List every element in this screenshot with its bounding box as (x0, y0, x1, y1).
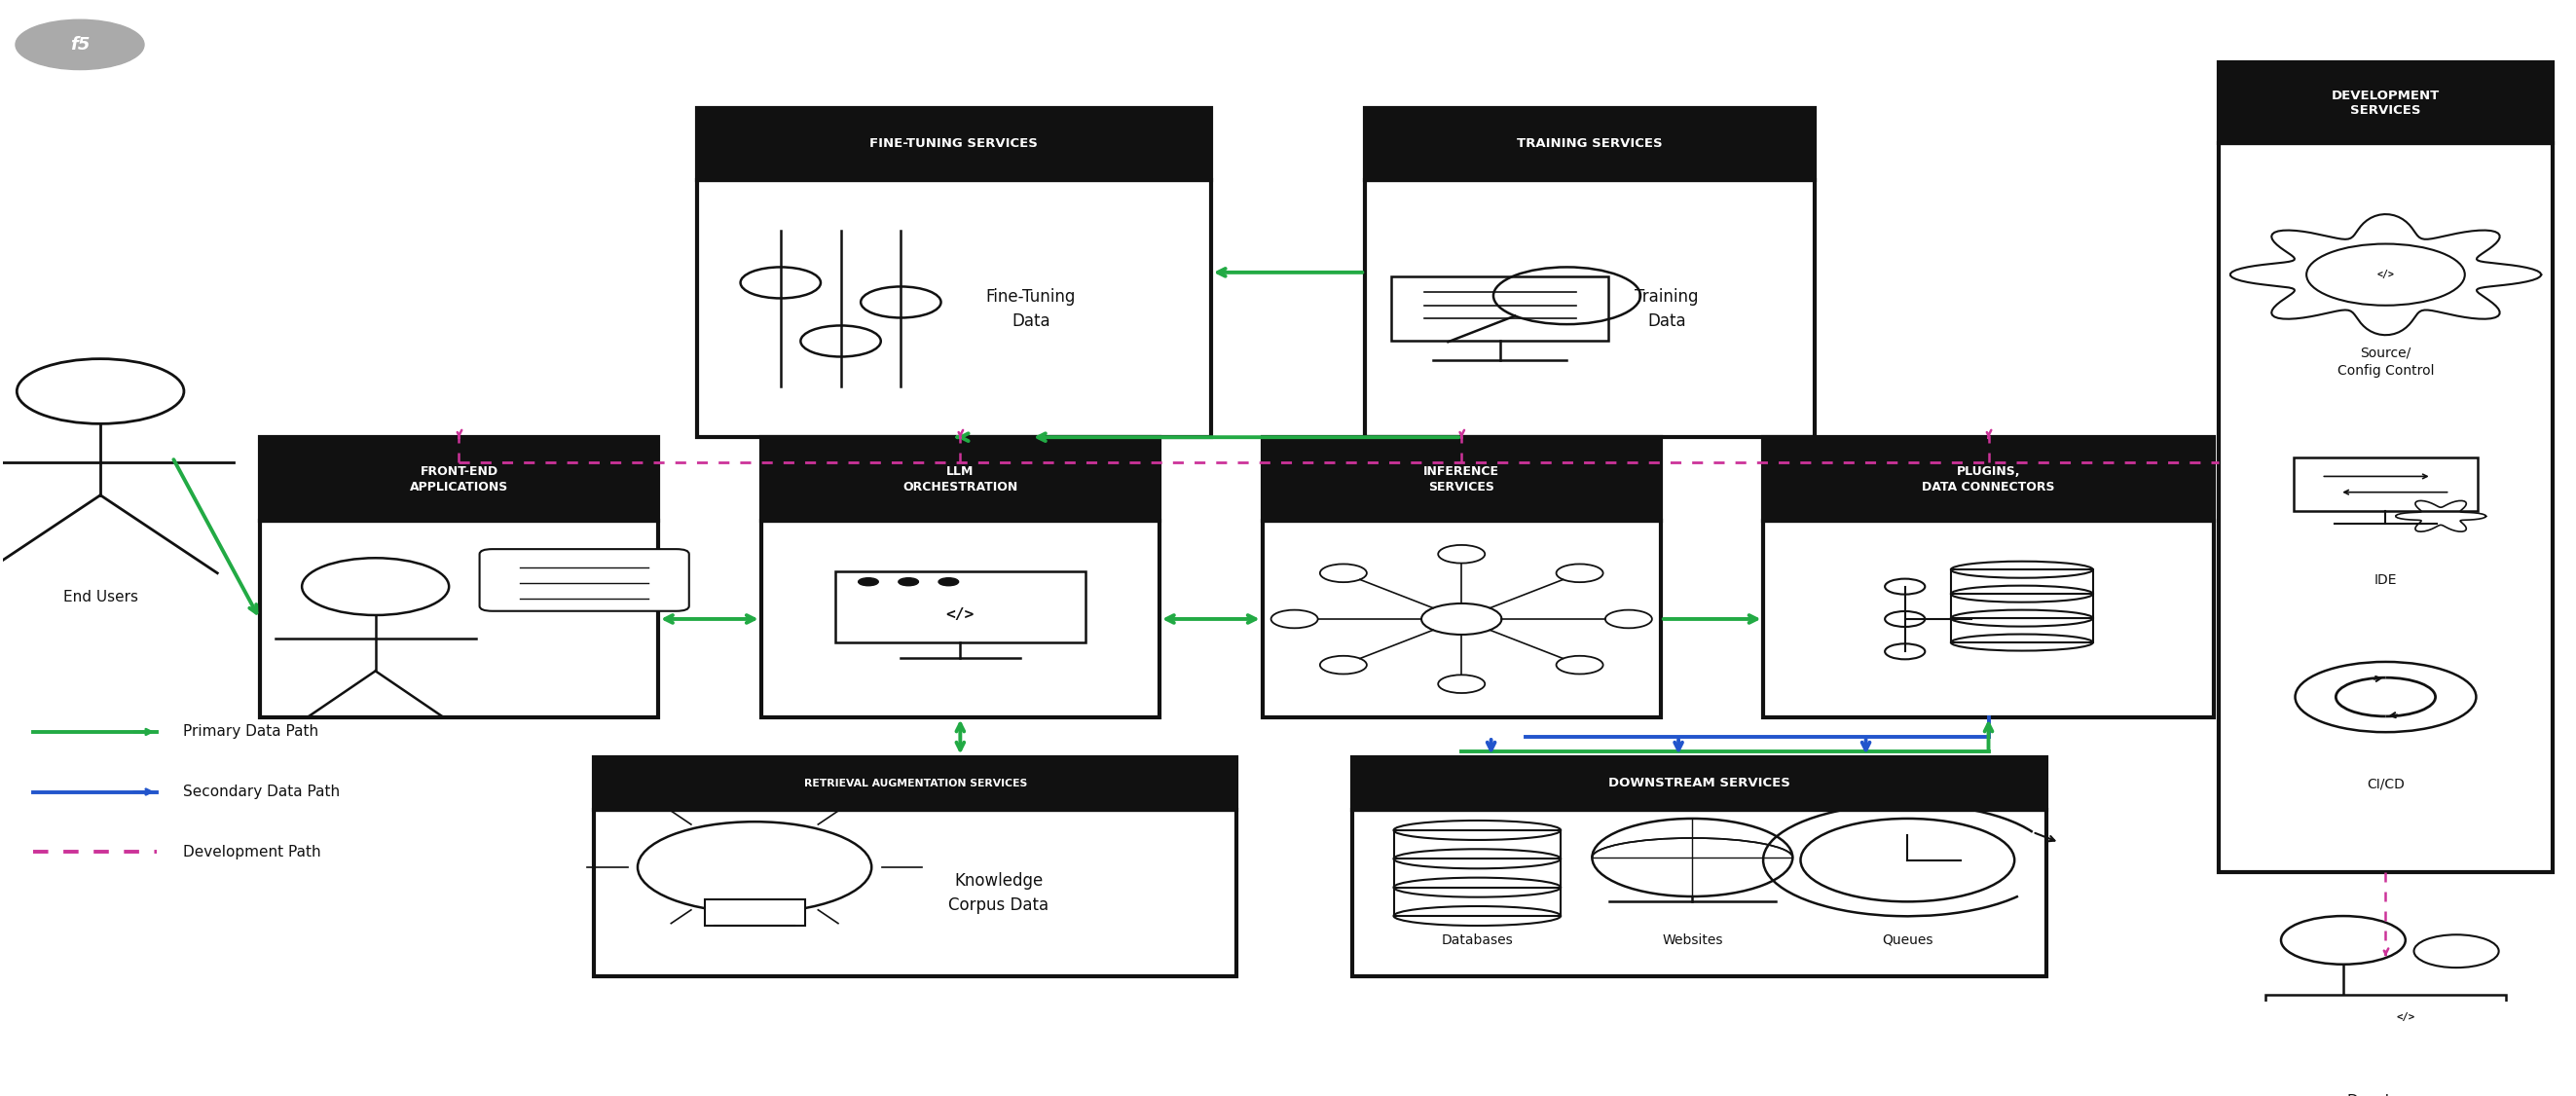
Text: Source/
Config Control: Source/ Config Control (2336, 346, 2434, 378)
Text: FRONT-END
APPLICATIONS: FRONT-END APPLICATIONS (410, 465, 507, 493)
FancyBboxPatch shape (696, 107, 1211, 180)
FancyBboxPatch shape (2293, 458, 2478, 511)
Text: FINE-TUNING SERVICES: FINE-TUNING SERVICES (871, 137, 1038, 150)
FancyBboxPatch shape (1394, 859, 1561, 888)
Text: PLUGINS,
DATA CONNECTORS: PLUGINS, DATA CONNECTORS (1922, 465, 2056, 493)
Text: f5: f5 (70, 36, 90, 54)
Text: Development Path: Development Path (183, 845, 319, 859)
FancyBboxPatch shape (1352, 810, 2045, 977)
FancyBboxPatch shape (2264, 995, 2506, 1039)
FancyBboxPatch shape (1950, 594, 2092, 618)
FancyBboxPatch shape (595, 757, 1236, 810)
Circle shape (899, 578, 920, 585)
FancyBboxPatch shape (260, 521, 659, 717)
FancyBboxPatch shape (1394, 888, 1561, 916)
FancyBboxPatch shape (1391, 276, 1607, 341)
FancyBboxPatch shape (1365, 107, 1816, 180)
Text: Training
Data: Training Data (1636, 288, 1698, 330)
Text: RETRIEVAL AUGMENTATION SERVICES: RETRIEVAL AUGMENTATION SERVICES (804, 778, 1028, 788)
FancyBboxPatch shape (2218, 144, 2553, 871)
Text: Knowledge
Corpus Data: Knowledge Corpus Data (948, 872, 1048, 914)
FancyBboxPatch shape (260, 437, 659, 521)
FancyBboxPatch shape (1765, 437, 2213, 521)
FancyBboxPatch shape (703, 900, 804, 926)
Text: LLM
ORCHESTRATION: LLM ORCHESTRATION (902, 465, 1018, 493)
FancyBboxPatch shape (760, 521, 1159, 717)
FancyBboxPatch shape (1352, 757, 2045, 810)
FancyBboxPatch shape (1262, 437, 1662, 521)
Text: Databases: Databases (1443, 933, 1512, 947)
FancyBboxPatch shape (1765, 521, 2213, 717)
Circle shape (2306, 243, 2465, 306)
Text: DEVELOPMENT
SERVICES: DEVELOPMENT SERVICES (2331, 90, 2439, 116)
Text: INFERENCE
SERVICES: INFERENCE SERVICES (1425, 465, 1499, 493)
Text: DOWNSTREAM SERVICES: DOWNSTREAM SERVICES (1607, 777, 1790, 789)
FancyBboxPatch shape (1950, 618, 2092, 642)
FancyBboxPatch shape (2218, 62, 2553, 144)
FancyBboxPatch shape (1394, 831, 1561, 859)
Text: Secondary Data Path: Secondary Data Path (183, 785, 340, 799)
Text: Fine-Tuning
Data: Fine-Tuning Data (987, 288, 1077, 330)
FancyBboxPatch shape (1365, 180, 1816, 437)
FancyBboxPatch shape (479, 549, 688, 612)
Text: TRAINING SERVICES: TRAINING SERVICES (1517, 137, 1664, 150)
Text: CI/CD: CI/CD (2367, 777, 2403, 791)
FancyBboxPatch shape (696, 180, 1211, 437)
FancyBboxPatch shape (1950, 570, 2092, 594)
FancyBboxPatch shape (1262, 521, 1662, 717)
Text: Primary Data Path: Primary Data Path (183, 724, 317, 739)
FancyBboxPatch shape (760, 437, 1159, 521)
Text: Developer: Developer (2347, 1094, 2424, 1096)
FancyBboxPatch shape (835, 571, 1084, 643)
Text: IDE: IDE (2375, 573, 2398, 587)
Text: </>: </> (2378, 270, 2396, 279)
Text: </>: </> (945, 607, 974, 621)
Circle shape (858, 578, 878, 585)
Circle shape (938, 578, 958, 585)
Text: Queues: Queues (1883, 933, 1932, 947)
FancyBboxPatch shape (595, 810, 1236, 977)
Text: Websites: Websites (1662, 933, 1723, 947)
Text: End Users: End Users (62, 590, 139, 604)
Text: </>: </> (2396, 1013, 2414, 1021)
Circle shape (15, 20, 144, 70)
